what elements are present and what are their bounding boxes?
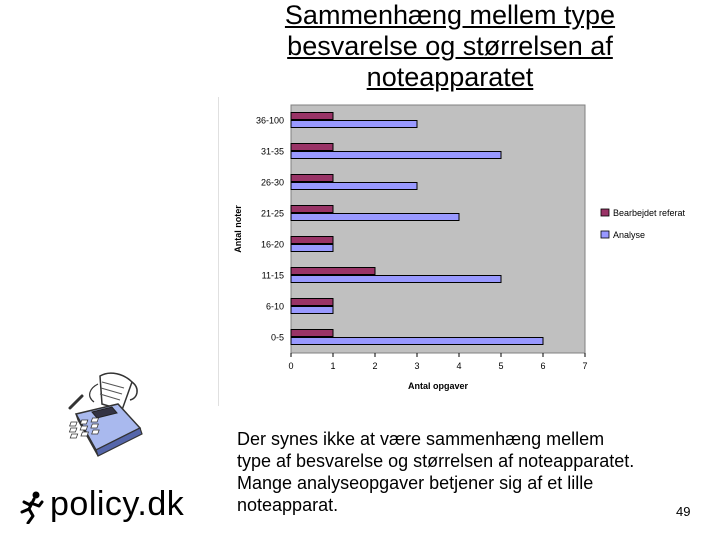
y-axis-label: Antal noter — [233, 205, 243, 253]
bar-analyse-31-35 — [290, 151, 502, 159]
bar-bearbejdet-11-15 — [290, 267, 376, 275]
bar-analyse-36-100 — [290, 120, 418, 128]
bar-chart: 36-100 31-35 26-30 21-25 16-20 11-15 6-10 0-5 0 1… — [233, 104, 686, 391]
logo-text: policy.dk — [50, 485, 185, 523]
body-line-3: Mange analyseopgaver betjener sig af et … — [237, 473, 594, 493]
slide-title: Sammenhæng mellem type besvarelse og stø… — [215, 0, 685, 93]
y-tick-label: 0-5 — [271, 333, 284, 343]
legend-swatch — [600, 230, 610, 239]
x-tick-label: 2 — [372, 361, 377, 371]
policy-logo: policy.dk — [18, 484, 196, 526]
bar-analyse-11-15 — [290, 275, 502, 283]
page-number: 49 — [676, 504, 691, 519]
y-tick-label: 16-20 — [261, 240, 284, 250]
x-tick-label: 5 — [498, 361, 503, 371]
legend-label: Bearbejdet referat — [613, 208, 686, 218]
bar-analyse-26-30 — [290, 182, 418, 190]
runner-icon — [20, 491, 44, 524]
body-text: Der synes ikke at være sammenhæng mellem… — [237, 428, 697, 516]
x-tick-label: 7 — [582, 361, 587, 371]
bar-analyse-21-25 — [290, 213, 460, 221]
x-tick-label: 1 — [330, 361, 335, 371]
x-tick-label: 3 — [414, 361, 419, 371]
body-line-2: type af besvarelse og størrelsen af note… — [237, 451, 635, 471]
x-axis-label: Antal opgaver — [408, 381, 469, 391]
bar-bearbejdet-6-10 — [290, 298, 334, 306]
title-line-1: Sammenhæng mellem type — [284, 0, 616, 30]
x-tick-label: 6 — [540, 361, 545, 371]
bar-analyse-16-20 — [290, 244, 334, 252]
body-line-1: Der synes ikke at være sammenhæng mellem — [237, 429, 605, 449]
bar-bearbejdet-26-30 — [290, 174, 334, 182]
y-tick-label: 6-10 — [266, 302, 284, 312]
y-tick-label: 36-100 — [256, 116, 284, 126]
bar-bearbejdet-21-25 — [290, 205, 334, 213]
bar-analyse-0-5 — [290, 337, 544, 345]
y-tick-label: 31-35 — [261, 147, 284, 157]
bar-bearbejdet-36-100 — [290, 112, 334, 120]
bar-bearbejdet-0-5 — [290, 329, 334, 337]
y-tick-label: 26-30 — [261, 178, 284, 188]
x-tick-label: 0 — [288, 361, 293, 371]
y-tick-label: 11-15 — [262, 271, 284, 281]
plot-area — [290, 104, 586, 354]
title-line-3: noteapparatet — [366, 62, 534, 92]
bar-analyse-6-10 — [290, 306, 334, 314]
body-line-4: noteapparat. — [237, 495, 339, 515]
chart-area: 36-100 31-35 26-30 21-25 16-20 11-15 6-10 0-5 0 1… — [218, 97, 702, 406]
bar-bearbejdet-31-35 — [290, 143, 334, 151]
title-line-2: besvarelse og størrelsen af — [287, 31, 613, 61]
legend-label: Analyse — [613, 230, 645, 240]
y-tick-label: 21-25 — [261, 209, 284, 219]
legend-swatch — [600, 208, 610, 217]
calculator-clipart-icon — [62, 370, 152, 465]
x-tick-label: 4 — [456, 361, 461, 371]
bar-bearbejdet-16-20 — [290, 236, 334, 244]
